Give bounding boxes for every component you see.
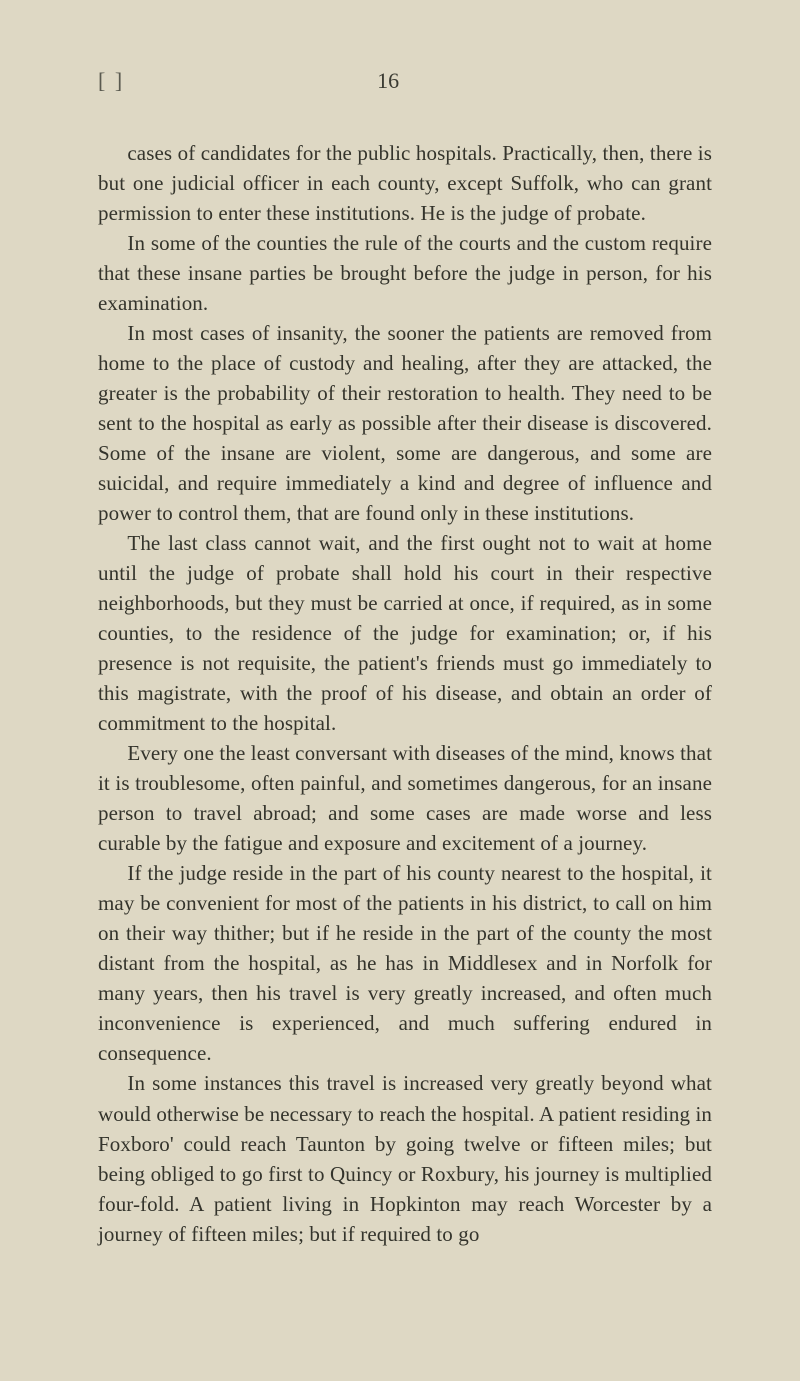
corner-mark: [ ] [98,68,124,94]
paragraph: In most cases of insanity, the sooner th… [98,318,712,528]
page-header: [ ] 16 [98,68,712,94]
paragraph: In some instances this travel is increas… [98,1068,712,1248]
page-number: 16 [124,68,652,94]
paragraph: In some of the counties the rule of the … [98,228,712,318]
paragraph: cases of candidates for the public hospi… [98,138,712,228]
paragraph: The last class cannot wait, and the firs… [98,528,712,738]
paragraph: Every one the least conversant with dise… [98,738,712,858]
paragraph: If the judge reside in the part of his c… [98,858,712,1068]
body-text: cases of candidates for the public hospi… [98,138,712,1249]
document-page: [ ] 16 cases of candidates for the publi… [0,0,800,1381]
